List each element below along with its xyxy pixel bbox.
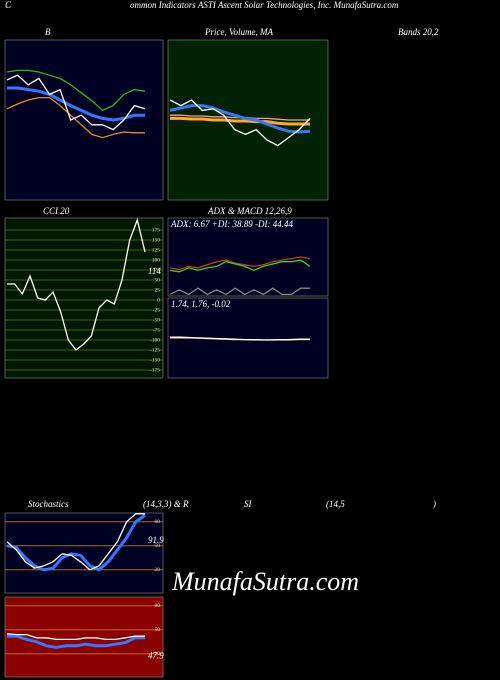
header-title: ommon Indicators ASTI Ascent Solar Techn… bbox=[130, 0, 399, 10]
y-tick-label: 80 bbox=[155, 519, 161, 525]
y-tick-label: 75 bbox=[155, 267, 161, 273]
panel-heading: Price, Volume, MA bbox=[204, 27, 273, 37]
y-tick-label: 50 bbox=[155, 627, 161, 633]
series-line bbox=[6, 74, 146, 131]
series-line bbox=[169, 287, 310, 296]
value-label: 91.9 bbox=[148, 535, 164, 545]
series-line bbox=[169, 256, 311, 271]
y-tick-label: 125 bbox=[152, 247, 161, 253]
panel-heading: SI bbox=[244, 499, 253, 509]
series-line bbox=[7, 217, 146, 351]
panel bbox=[4, 512, 164, 594]
panel-heading: (14,5 bbox=[326, 499, 345, 509]
value-label: 47.9 bbox=[148, 650, 164, 660]
y-tick-label: 25 bbox=[155, 287, 161, 293]
series-line bbox=[169, 104, 311, 134]
y-tick-label: -25 bbox=[153, 307, 161, 313]
series-line bbox=[7, 634, 145, 649]
annotation: ADX: 6.67 +DI: 38.89 -DI: 44.44 bbox=[170, 219, 294, 229]
series-line bbox=[6, 633, 145, 641]
series-line bbox=[169, 99, 311, 147]
annotation: 1.74, 1.76, -0.02 bbox=[171, 299, 231, 309]
value-label: 114 bbox=[148, 266, 161, 276]
y-tick-label: 0 bbox=[157, 297, 160, 303]
series-line bbox=[7, 86, 145, 122]
y-tick-label: 150 bbox=[152, 237, 161, 243]
panel-heading: B bbox=[45, 27, 51, 37]
series-line bbox=[6, 96, 145, 139]
y-tick-label: 20 bbox=[155, 651, 161, 657]
y-tick-label: -50 bbox=[153, 317, 161, 323]
panel-heading: CCI 20 bbox=[43, 206, 70, 216]
y-tick-label: -75 bbox=[153, 327, 161, 333]
series-line bbox=[169, 259, 311, 273]
y-tick-label: -175 bbox=[150, 367, 160, 373]
header-letter: C bbox=[5, 0, 12, 10]
panel-heading: (14,3,3) & R bbox=[143, 499, 189, 509]
y-tick-label: -150 bbox=[150, 357, 160, 363]
y-tick-label: 175 bbox=[152, 227, 161, 233]
watermark: MunafaSutra.com bbox=[171, 567, 359, 596]
panel-heading: ) bbox=[432, 499, 436, 509]
y-tick-label: 80 bbox=[155, 603, 161, 609]
y-tick-label: -100 bbox=[150, 337, 160, 343]
panel-heading: ADX & MACD 12,26,9 bbox=[207, 206, 292, 216]
series-line bbox=[6, 513, 145, 571]
panel-heading: Stochastics bbox=[28, 499, 69, 509]
series-line bbox=[170, 336, 310, 341]
series-line bbox=[6, 69, 146, 112]
series-line bbox=[170, 116, 310, 126]
series-line bbox=[6, 514, 146, 572]
panel bbox=[4, 217, 164, 379]
panel-heading: Bands 20,2 bbox=[398, 27, 439, 37]
y-tick-label: 20 bbox=[155, 567, 161, 573]
y-tick-label: 50 bbox=[155, 543, 161, 549]
y-tick-label: 100 bbox=[152, 257, 161, 263]
panel bbox=[4, 39, 164, 201]
y-tick-label: -125 bbox=[150, 347, 160, 353]
y-tick-label: 50 bbox=[155, 277, 161, 283]
